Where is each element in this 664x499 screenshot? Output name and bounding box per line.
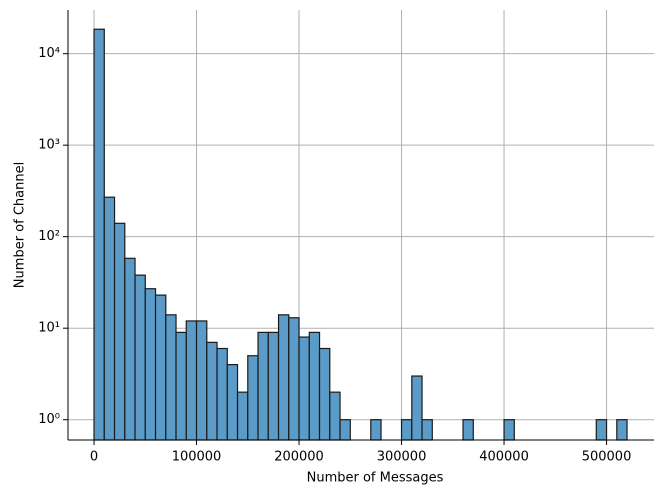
bar: [318, 347, 331, 441]
bar: [93, 28, 105, 441]
bar: [421, 419, 433, 441]
bar: [206, 341, 218, 441]
bar: [288, 317, 300, 441]
bar: [329, 391, 341, 441]
bar: [195, 320, 208, 441]
bar: [298, 336, 310, 441]
bar: [165, 314, 177, 441]
bar: [267, 331, 280, 441]
x-tick-label: 300000: [377, 450, 427, 465]
bar: [616, 419, 628, 441]
bar: [236, 391, 249, 441]
bar: [175, 331, 187, 441]
bar: [277, 314, 290, 441]
bar: [226, 364, 239, 441]
bar: [400, 419, 413, 441]
x-tick-label: 200000: [274, 450, 324, 465]
x-tick-label: 0: [90, 450, 98, 465]
y-tick-label: 10⁰: [38, 412, 60, 427]
bar: [247, 355, 259, 441]
bar: [339, 419, 351, 441]
y-tick-label: 10²: [38, 229, 60, 244]
bar: [308, 331, 321, 441]
bar: [462, 419, 474, 441]
bar: [595, 419, 608, 441]
x-tick-label: 500000: [582, 450, 632, 465]
y-tick-label: 10⁴: [38, 46, 60, 61]
x-tick-label: 100000: [172, 450, 222, 465]
y-tick-label: 10¹: [38, 321, 60, 336]
bar: [411, 375, 423, 441]
bar: [370, 419, 382, 441]
y-tick-label: 10³: [38, 138, 60, 153]
bar: [503, 419, 515, 441]
bar: [257, 331, 269, 441]
bar: [124, 257, 136, 441]
x-tick-label: 400000: [479, 450, 529, 465]
bar: [113, 222, 126, 441]
bar: [185, 320, 198, 441]
y-axis-label: Number of Channel: [13, 162, 28, 288]
bar: [134, 274, 146, 441]
bar: [216, 347, 228, 441]
x-axis-label: Number of Messages: [307, 471, 444, 486]
bar: [103, 196, 116, 441]
bar: [144, 288, 157, 441]
bar: [154, 294, 167, 441]
